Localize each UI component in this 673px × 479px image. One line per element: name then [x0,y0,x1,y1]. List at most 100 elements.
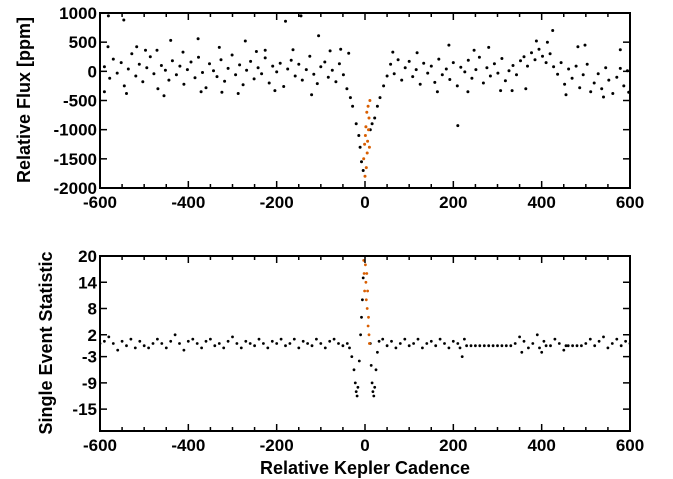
bottom-baseline-point [491,344,495,348]
top-baseline-point [545,40,549,44]
top-in-transit-point [368,99,372,102]
bottom-baseline-point [504,344,508,348]
top-baseline-point [511,64,515,67]
top-baseline-point [607,78,611,82]
top-baseline-point [215,75,219,79]
top-baseline-point [530,51,533,55]
top-baseline-point [282,85,286,88]
top-baseline-point [181,50,185,54]
bottom-baseline-point [370,381,374,385]
top-baseline-point [156,87,160,91]
bottom-baseline-point [262,342,265,345]
bottom-baseline-point [593,344,597,348]
top-baseline-point [487,45,491,49]
bottom-baseline-point [465,344,468,348]
top-baseline-point [396,58,400,62]
top-baseline-point [526,64,529,68]
top-y-tick-label: -1500 [54,150,97,169]
top-baseline-point [472,48,476,52]
bottom-baseline-point [557,342,561,345]
bottom-baseline-point [361,298,364,302]
top-baseline-point [167,78,171,82]
bottom-baseline-point [323,346,327,350]
bottom-in-transit-point [364,263,367,267]
top-in-transit-point [367,116,371,120]
bottom-baseline-point [403,337,407,341]
top-baseline-point [115,71,119,75]
bottom-baseline-point [376,350,379,354]
top-baseline-point [254,50,258,53]
bottom-baseline-point [352,368,356,372]
top-baseline-point [347,51,351,55]
top-baseline-point [451,61,455,65]
bottom-in-transit-point [367,333,371,337]
top-x-tick-labels: -600 -400 -200 0 200 400 600 [83,193,644,212]
top-baseline-point [145,66,149,70]
bottom-baseline-point [451,339,455,343]
bottom-baseline-point [217,342,221,345]
top-y-tick-label: -500 [63,92,97,111]
bottom-y-tick-label: 2 [88,326,97,345]
top-baseline-point [219,58,223,62]
top-baseline-point [155,48,159,52]
top-baseline-point [618,48,622,52]
top-baseline-point [102,65,106,69]
bottom-baseline-point [390,339,393,343]
top-baseline-point [299,14,303,18]
bottom-baseline-point [253,344,256,348]
top-baseline-point [403,66,407,70]
top-baseline-point [418,82,422,86]
top-baseline-point [488,74,492,78]
top-x-tick-label: 600 [616,193,644,212]
top-baseline-point [275,70,279,74]
bottom-y-tick-label: 20 [78,247,97,266]
top-baseline-point [144,48,147,52]
bottom-baseline-point [575,344,579,348]
bottom-baseline-point [147,346,151,350]
top-baseline-point [515,73,518,77]
top-baseline-point [574,64,578,68]
top-baseline-point [208,62,211,66]
top-baseline-point [108,76,112,80]
top-baseline-point [544,61,548,65]
bottom-baseline-point [398,342,402,345]
bottom-baseline-point [191,337,195,341]
bottom-baseline-point [377,339,381,343]
bottom-baseline-point [195,342,199,345]
top-baseline-point [499,89,503,93]
top-baseline-point [611,92,615,95]
top-baseline-point [407,59,411,63]
top-plot-frame [99,12,631,189]
bottom-baseline-point [169,339,173,343]
top-baseline-point [245,68,249,72]
bottom-baseline-point [125,344,128,348]
top-baseline-point [435,90,439,94]
bottom-panel: -600 -400 -200 0 200 400 600 20 14 8 2 -3 -9 -15 Sin… [36,247,644,478]
bottom-baseline-point [602,335,605,339]
top-baseline-point [373,116,377,120]
bottom-baseline-point [361,276,365,280]
bottom-baseline-point [421,346,424,350]
top-baseline-point [596,72,600,76]
top-baseline-point [159,64,163,67]
bottom-baseline-point [355,394,359,398]
bottom-baseline-point [292,337,296,341]
bottom-x-tick-label: -400 [171,436,205,455]
top-baseline-point [581,73,585,77]
bottom-baseline-point [447,346,451,350]
top-baseline-point [260,72,264,76]
bottom-baseline-point [469,344,473,348]
top-baseline-point [330,68,334,72]
bottom-y-tick-label: 14 [78,273,97,292]
top-x-tick-label: 0 [360,193,369,212]
top-baseline-point [466,58,470,62]
bottom-baseline-point [353,381,357,385]
bottom-baseline-point [542,339,546,343]
bottom-in-transit-point [362,272,366,275]
bottom-in-transit-point [366,324,370,328]
top-x-tick-label: -600 [83,193,117,212]
top-baseline-point [415,51,419,55]
top-baseline-point [284,19,287,23]
top-baseline-point [293,74,297,78]
bottom-baseline-point [500,344,504,348]
